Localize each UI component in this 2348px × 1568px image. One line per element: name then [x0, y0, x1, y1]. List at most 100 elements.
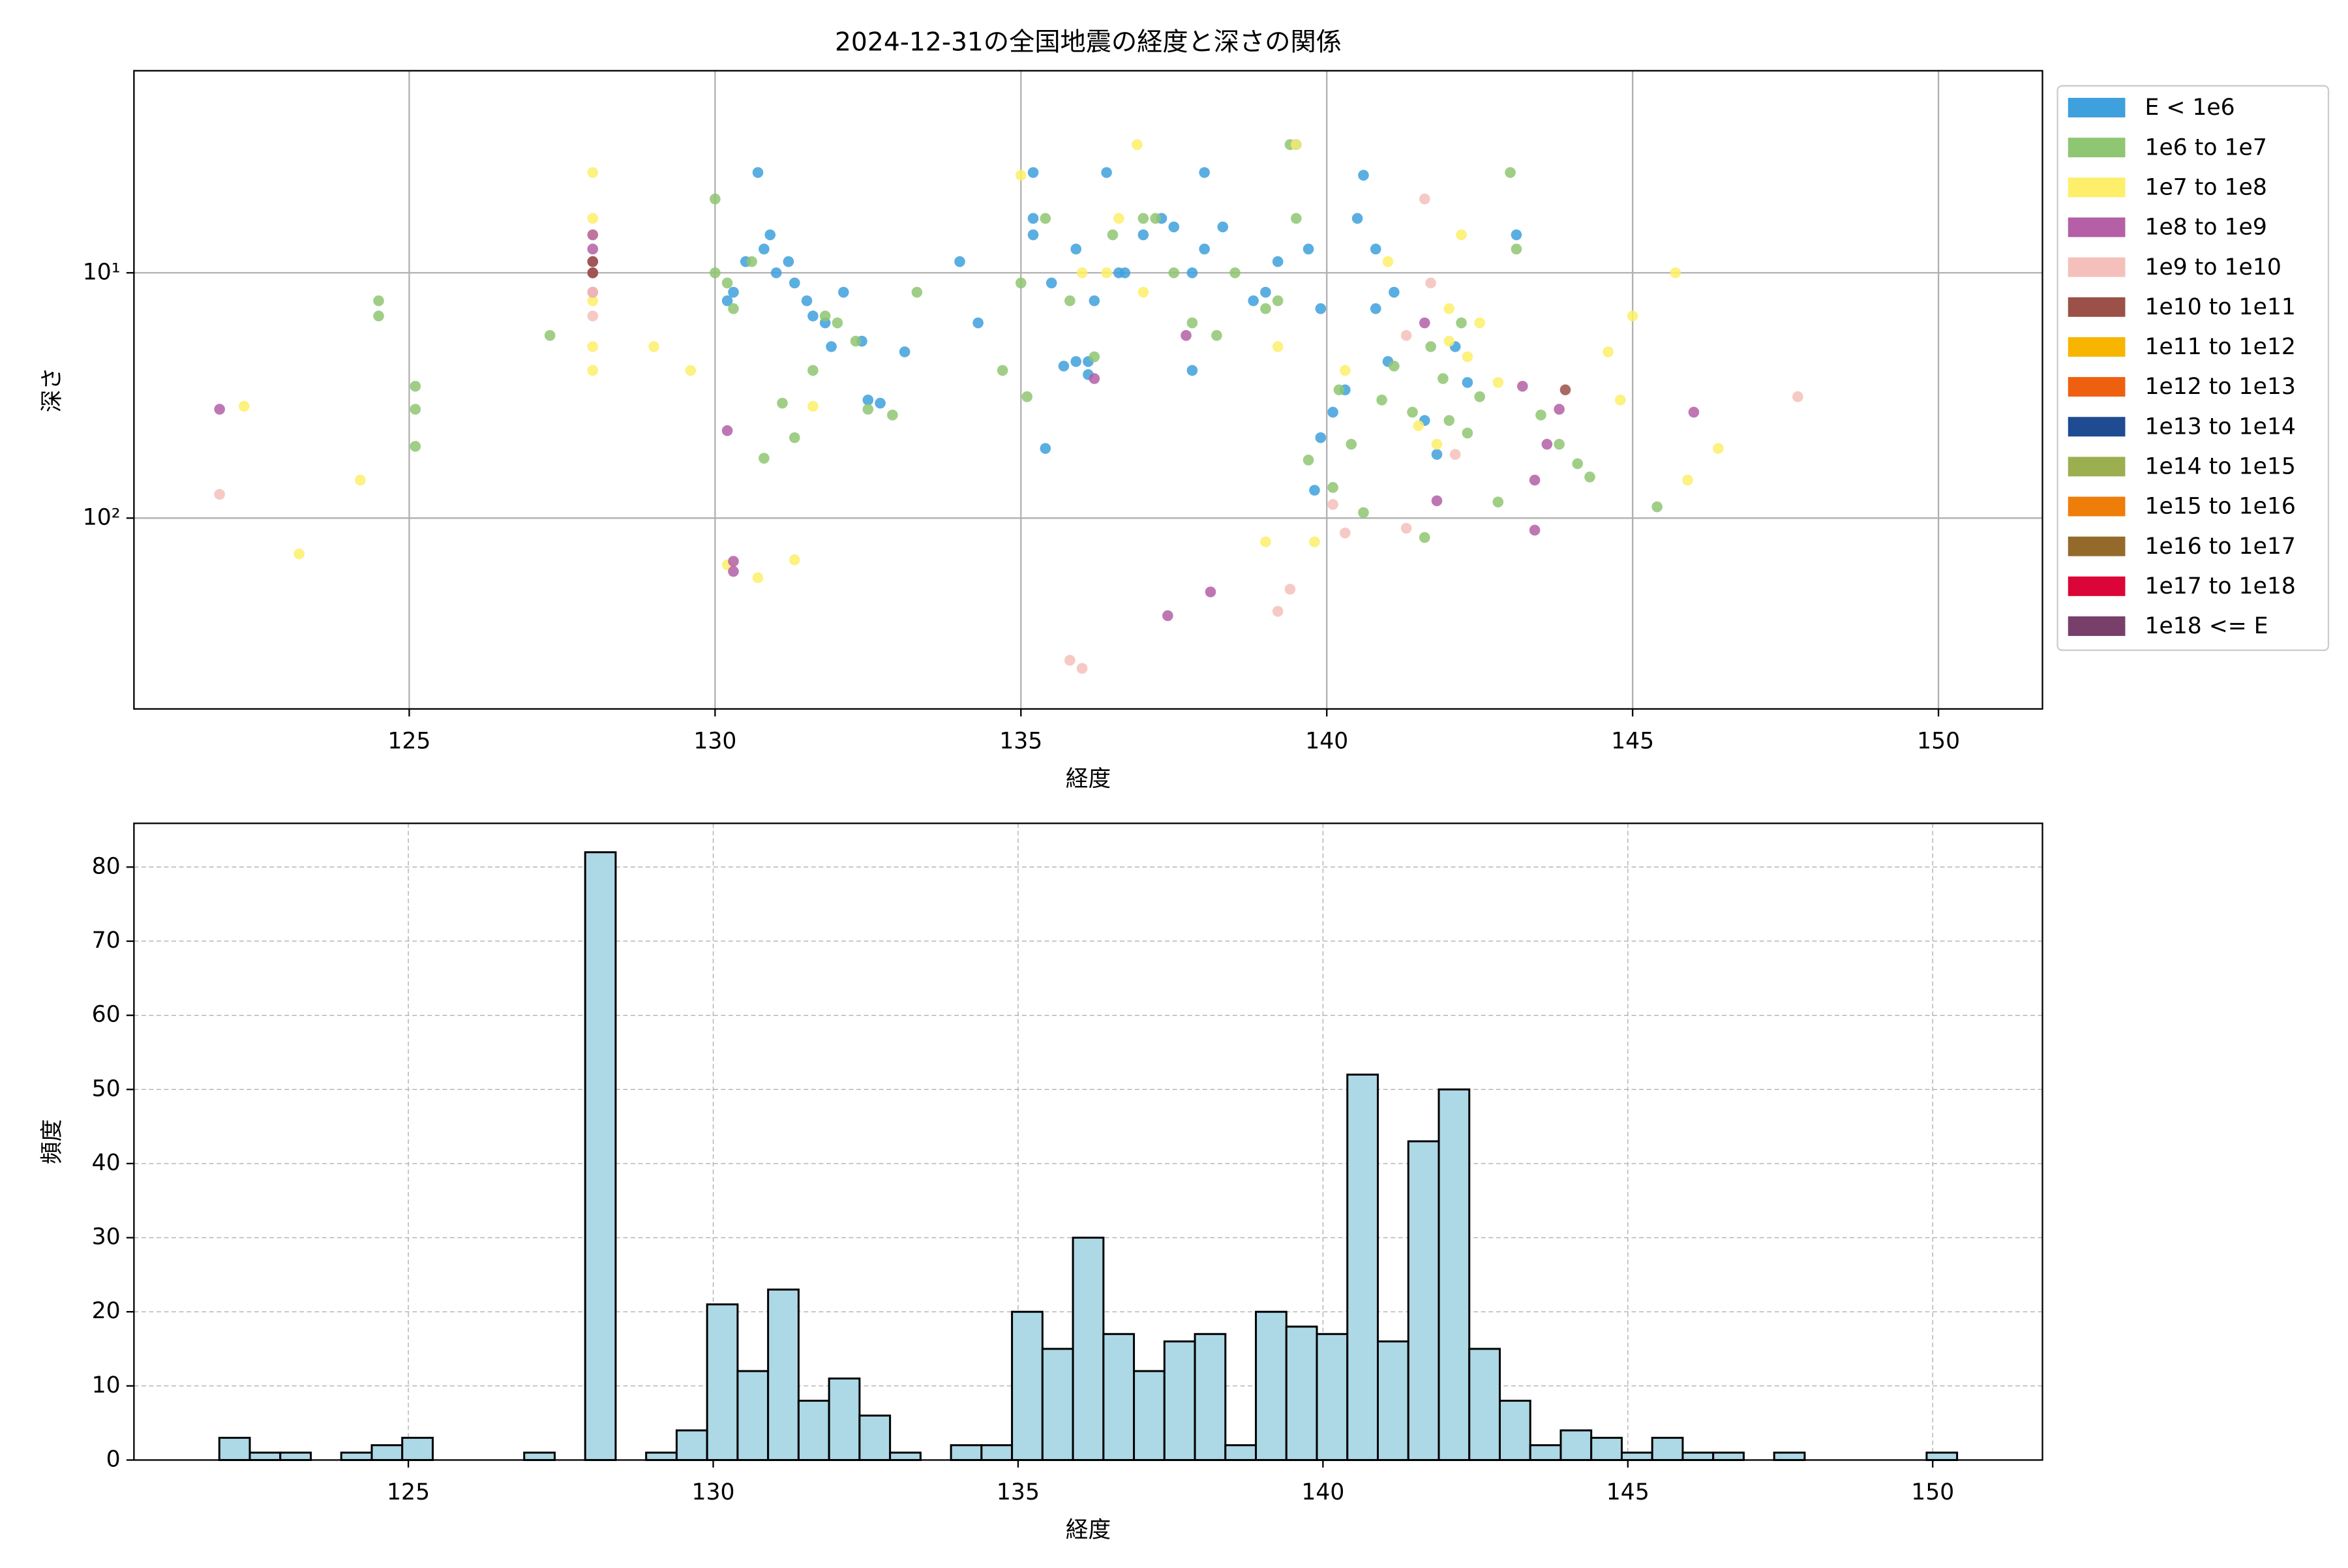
- x-tick-label: 125: [387, 729, 430, 755]
- data-point: [544, 329, 556, 341]
- data-point: [1064, 295, 1076, 307]
- bar: [1041, 1348, 1074, 1461]
- data-point: [1327, 499, 1338, 510]
- data-point: [1021, 391, 1032, 402]
- x-tick-label: 140: [1301, 1479, 1344, 1505]
- data-point: [1272, 295, 1284, 307]
- data-point: [1284, 584, 1296, 595]
- data-point: [1260, 303, 1271, 314]
- data-point: [1462, 377, 1473, 388]
- y-axis-label: 深さ: [39, 367, 65, 412]
- bar: [1712, 1451, 1745, 1461]
- data-point: [1529, 474, 1541, 486]
- data-point: [1419, 532, 1430, 543]
- data-point: [1027, 167, 1039, 178]
- data-point: [410, 404, 421, 415]
- data-point: [752, 167, 764, 178]
- legend-label: 1e13 to 1e14: [2145, 414, 2295, 440]
- data-point: [1456, 317, 1467, 329]
- data-point: [1419, 317, 1430, 329]
- data-point: [838, 286, 849, 298]
- data-point: [1529, 524, 1541, 536]
- data-point: [1027, 229, 1039, 241]
- data-point: [1070, 243, 1082, 255]
- data-point: [1603, 346, 1614, 357]
- data-point: [1186, 267, 1198, 279]
- data-point: [1443, 335, 1455, 347]
- data-point: [1358, 170, 1369, 181]
- data-point: [1425, 277, 1436, 289]
- bar: [1468, 1348, 1501, 1461]
- data-point: [587, 167, 599, 178]
- bar: [1224, 1444, 1257, 1461]
- x-tick-label: 150: [1911, 1479, 1954, 1505]
- data-point: [728, 565, 739, 577]
- bar: [370, 1444, 404, 1461]
- data-point: [770, 267, 782, 279]
- legend-label: 1e10 to 1e11: [2145, 294, 2295, 320]
- data-point: [1302, 243, 1314, 255]
- bar: [645, 1451, 678, 1461]
- data-point: [1431, 449, 1443, 460]
- data-point: [587, 213, 599, 224]
- legend-frame: [2056, 85, 2330, 652]
- data-point: [728, 286, 739, 298]
- bar: [858, 1414, 892, 1461]
- legend-label: 1e11 to 1e12: [2145, 334, 2295, 360]
- bar: [248, 1451, 282, 1461]
- data-point: [777, 397, 788, 409]
- data-point: [1389, 286, 1400, 298]
- data-point: [1186, 365, 1198, 376]
- data-point: [1792, 391, 1803, 402]
- data-point: [1554, 438, 1565, 450]
- legend-swatch: [2068, 496, 2126, 517]
- data-point: [1688, 406, 1700, 418]
- x-tick-label: 145: [1611, 729, 1654, 755]
- data-point: [1541, 438, 1553, 450]
- bar: [675, 1429, 708, 1461]
- data-point: [1076, 267, 1088, 279]
- bar: [828, 1377, 861, 1461]
- legend-swatch: [2068, 138, 2126, 158]
- data-point: [752, 572, 764, 584]
- data-point: [721, 295, 733, 307]
- data-point: [1511, 243, 1522, 255]
- data-point: [1419, 193, 1430, 205]
- data-point: [783, 256, 794, 267]
- data-point: [899, 346, 911, 357]
- data-point: [1443, 415, 1455, 426]
- bar: [1011, 1310, 1044, 1461]
- data-point: [587, 267, 599, 279]
- data-point: [1554, 404, 1565, 415]
- data-point: [997, 365, 1008, 376]
- y-tick-label: 10: [92, 1372, 121, 1398]
- bar: [1163, 1340, 1196, 1461]
- data-point: [1260, 536, 1271, 548]
- data-point: [1559, 384, 1571, 395]
- data-point: [1670, 267, 1681, 279]
- data-point: [887, 409, 898, 421]
- x-tick-label: 130: [693, 729, 736, 755]
- legend-label: E < 1e6: [2145, 95, 2235, 121]
- bar: [1529, 1444, 1562, 1461]
- data-point: [587, 229, 599, 241]
- data-point: [1370, 303, 1381, 314]
- data-point: [1462, 351, 1473, 363]
- y-axis-label: 頻度: [39, 1119, 65, 1164]
- legend-swatch: [2068, 417, 2126, 437]
- bar: [1255, 1310, 1287, 1461]
- data-point: [1150, 213, 1161, 224]
- data-point: [1340, 365, 1351, 376]
- data-point: [238, 400, 250, 412]
- bar: [1437, 1088, 1471, 1461]
- data-point: [1089, 351, 1100, 363]
- x-tick-label: 130: [691, 1479, 734, 1505]
- data-point: [1505, 167, 1516, 178]
- data-point: [1168, 267, 1180, 279]
- y-tick-label: 10¹: [83, 259, 121, 285]
- data-point: [214, 404, 225, 415]
- bar: [584, 851, 617, 1461]
- bar: [1346, 1074, 1379, 1461]
